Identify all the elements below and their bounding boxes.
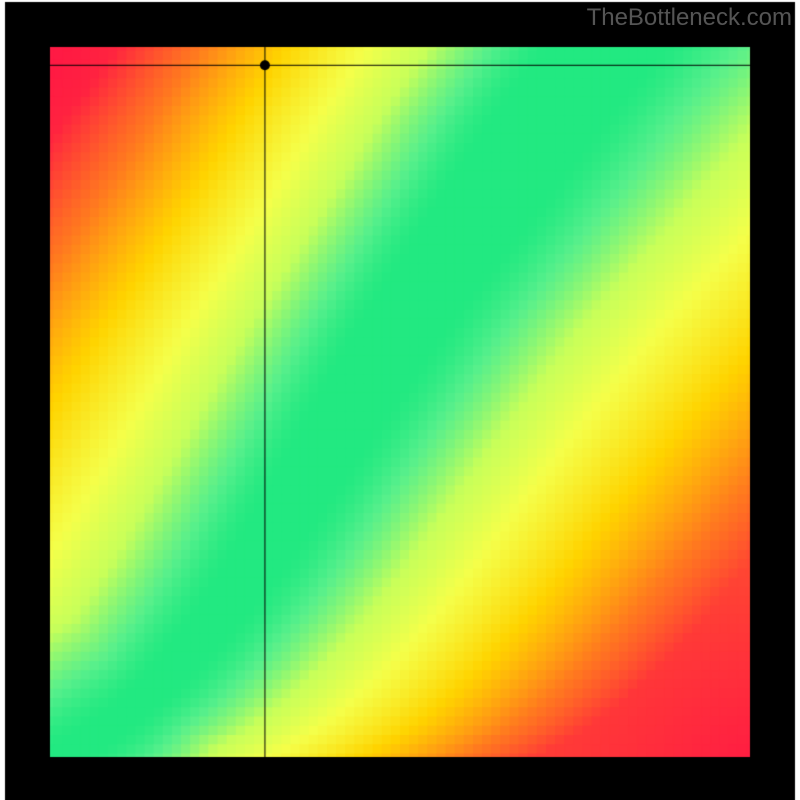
watermark-text: TheBottleneck.com: [587, 4, 792, 32]
bottleneck-heatmap: [0, 0, 800, 800]
chart-container: TheBottleneck.com: [0, 0, 800, 800]
